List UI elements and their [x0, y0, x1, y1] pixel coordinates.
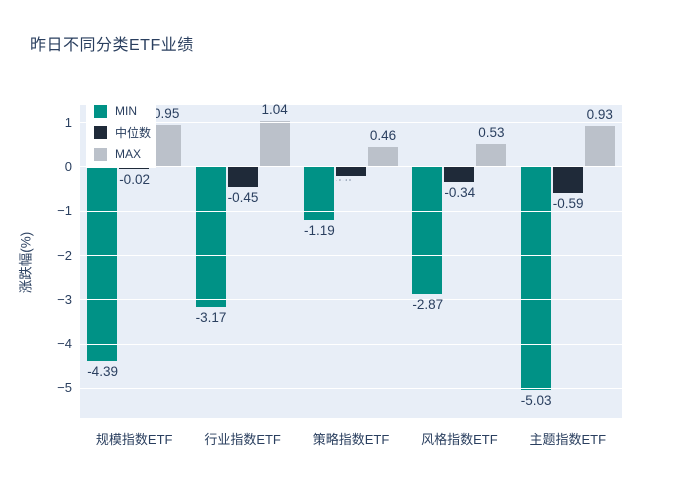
x-axis-category-label: 行业指数ETF — [204, 432, 281, 447]
y-tick-label: −2 — [57, 247, 72, 263]
bar-value-label-median-1: -0.45 — [227, 189, 259, 205]
legend-item-max[interactable]: MAX — [94, 147, 151, 161]
bar-min-1[interactable] — [195, 166, 226, 308]
bar-max-0[interactable] — [151, 124, 182, 167]
legend-item-label: MIN — [115, 104, 137, 118]
bar-min-4[interactable] — [520, 166, 551, 390]
legend: MIN 中位数 MAX — [86, 97, 157, 168]
x-axis-category-label: 规模指数ETF — [95, 432, 173, 447]
gridline — [80, 210, 622, 212]
bar-value-label-min-0: -4.39 — [87, 364, 118, 380]
bar-value-label-max-0: 0.95 — [153, 105, 180, 121]
y-tick-label: −1 — [57, 203, 72, 219]
x-axis-category-label: 风格指数ETF — [421, 432, 498, 447]
legend-swatch-icon — [94, 126, 107, 139]
bar-value-label-median-0: -0.02 — [119, 171, 150, 187]
gridline — [80, 255, 622, 257]
bar-value-label-median-2: -0.20 — [336, 177, 353, 182]
bar-value-label-min-4: -5.03 — [520, 392, 552, 408]
legend-item-min[interactable]: MIN — [94, 104, 151, 118]
bar-value-label-max-3: 0.53 — [478, 124, 505, 140]
bar-median-1[interactable] — [227, 166, 258, 187]
chart-title: 昨日不同分类ETF业绩 — [30, 37, 194, 54]
legend-item-label: MAX — [115, 147, 142, 161]
bar-value-label-min-3: -2.87 — [412, 297, 444, 313]
bar-median-2[interactable] — [336, 166, 366, 176]
gridline — [80, 166, 622, 168]
bar-min-3[interactable] — [412, 166, 443, 295]
y-tick-label: −5 — [57, 380, 72, 396]
bar-value-label-max-2: 0.46 — [369, 127, 397, 143]
x-axis-category-label: 策略指数ETF — [312, 432, 390, 447]
bar-max-2[interactable] — [368, 146, 398, 167]
y-tick-label: −3 — [57, 291, 72, 307]
gridline — [80, 343, 622, 345]
legend-item-label: 中位数 — [115, 126, 152, 140]
bar-min-0[interactable] — [87, 166, 118, 362]
bar-value-label-min-2: -1.19 — [304, 222, 335, 238]
legend-item-median[interactable]: 中位数 — [94, 124, 151, 141]
x-axis-category-label: 主题指数ETF — [529, 432, 607, 447]
y-tick-label: −4 — [57, 336, 72, 352]
bar-median-3[interactable] — [444, 166, 475, 183]
legend-swatch-icon — [94, 147, 107, 161]
bar-value-label-median-4: -0.59 — [552, 196, 584, 212]
bar-value-label-median-3: -0.34 — [444, 185, 476, 201]
bar-max-3[interactable] — [476, 143, 507, 167]
bar-max-4[interactable] — [584, 125, 615, 167]
gridline — [80, 387, 622, 389]
bar-median-4[interactable] — [552, 166, 583, 194]
legend-swatch-icon — [94, 104, 107, 118]
bar-value-label-max-1: 1.04 — [261, 101, 288, 117]
y-tick-label: 0 — [64, 158, 72, 174]
bar-value-label-min-1: -3.17 — [195, 310, 227, 326]
y-tick-label: 1 — [64, 114, 72, 130]
gridline — [80, 299, 622, 301]
gridline — [80, 122, 622, 124]
bar-max-1[interactable] — [259, 120, 290, 167]
bar-value-label-max-4: 0.93 — [586, 106, 613, 122]
